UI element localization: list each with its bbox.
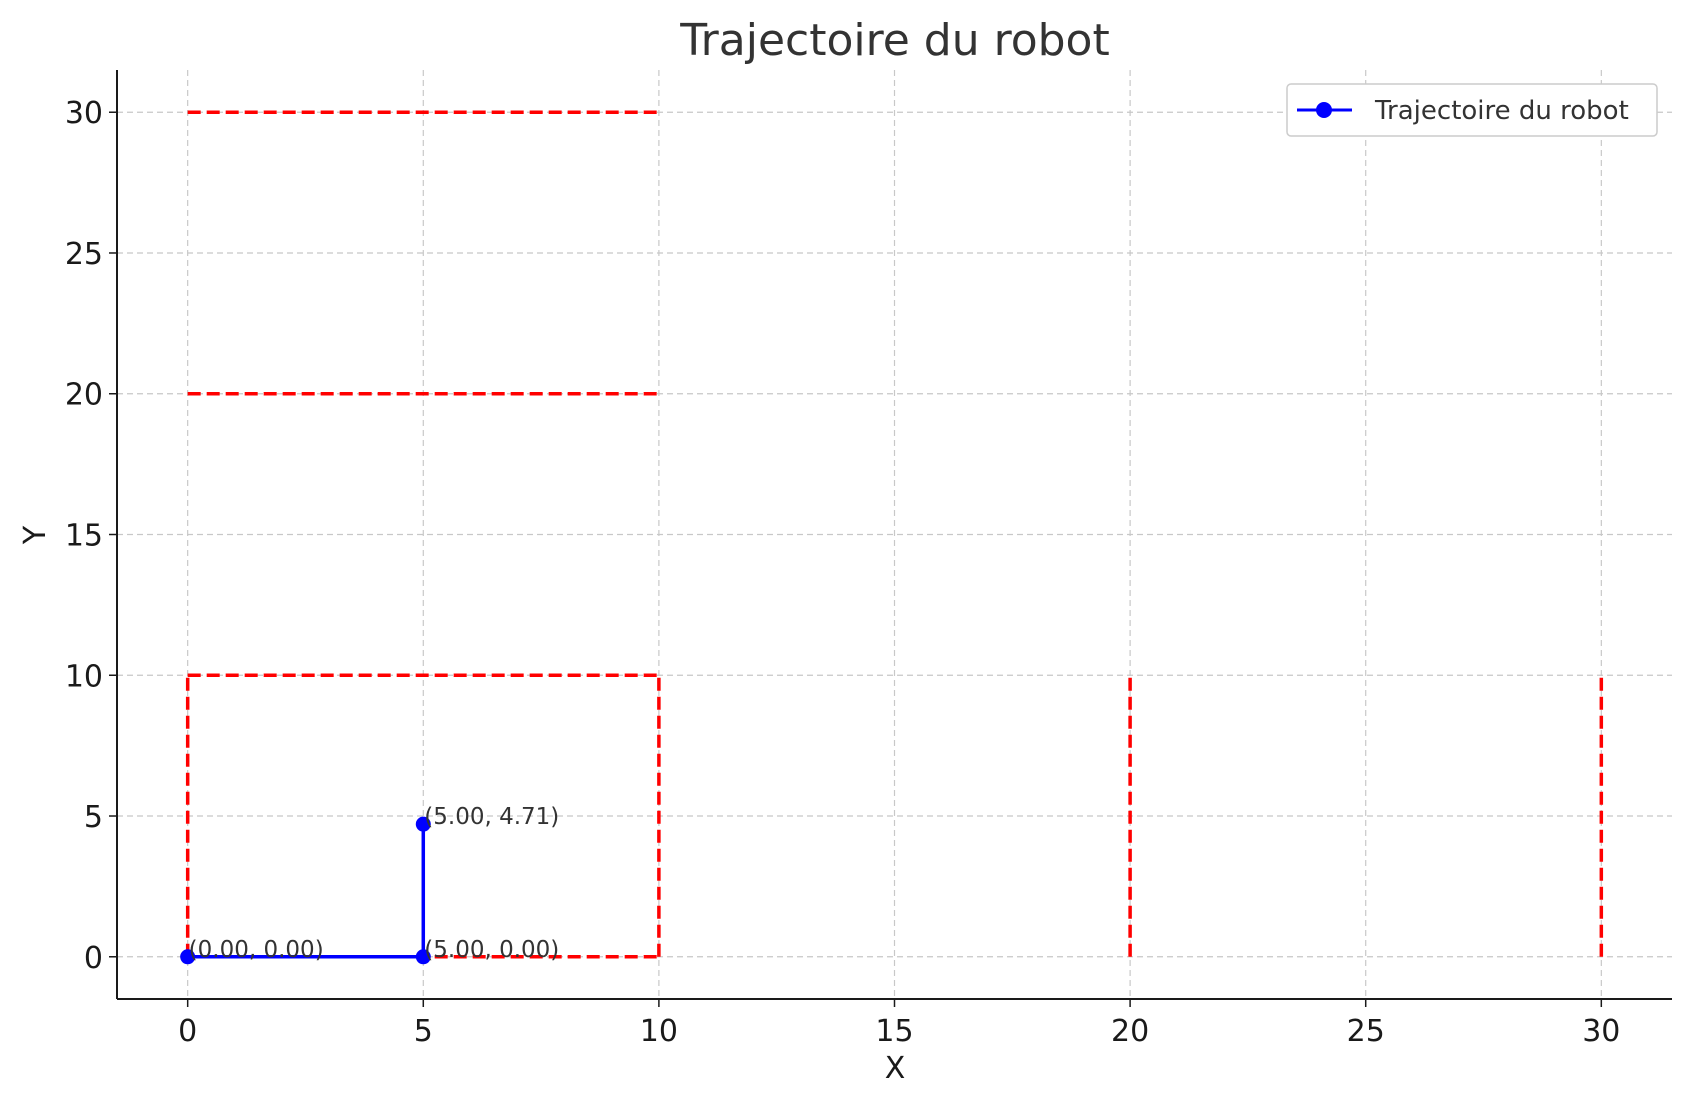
trajectory-point — [415, 949, 431, 965]
y-tick-label: 30 — [65, 96, 103, 131]
y-tick-label: 10 — [65, 659, 103, 694]
x-tick-label: 15 — [875, 1014, 913, 1049]
x-tick-label: 0 — [178, 1014, 197, 1049]
x-tick-label: 5 — [414, 1014, 433, 1049]
y-tick-label: 5 — [84, 800, 103, 835]
x-tick-label: 25 — [1347, 1014, 1385, 1049]
y-axis-label: Y — [18, 525, 53, 545]
y-tick-label: 0 — [84, 941, 103, 976]
grid — [117, 70, 1672, 999]
legend-marker — [1316, 102, 1332, 118]
trajectory-point — [415, 816, 431, 832]
x-tick-label: 10 — [640, 1014, 678, 1049]
legend: Trajectoire du robot — [1286, 83, 1658, 137]
axes: 0 5 10 15 20 25 30 0 5 10 15 20 25 30 — [65, 70, 1672, 1049]
point-annotation: (5.00, 0.00) — [424, 937, 559, 963]
point-annotation: (5.00, 4.71) — [424, 804, 559, 830]
legend-label: Trajectoire du robot — [1374, 96, 1629, 126]
legend-box — [1286, 83, 1658, 137]
x-axis-label: X — [885, 1051, 906, 1086]
point-annotation: (0.00, 0.00) — [189, 937, 324, 963]
y-tick-label: 20 — [65, 378, 103, 413]
x-tick-label: 20 — [1111, 1014, 1149, 1049]
series — [180, 816, 431, 965]
y-tick-label: 25 — [65, 237, 103, 272]
y-tick-label: 15 — [65, 519, 103, 554]
annotations: (0.00, 0.00) (5.00, 0.00) (5.00, 4.71) — [189, 804, 560, 963]
trajectory-point — [180, 949, 196, 965]
x-tick-label: 30 — [1582, 1014, 1620, 1049]
chart-title: Trajectoire du robot — [679, 15, 1109, 66]
